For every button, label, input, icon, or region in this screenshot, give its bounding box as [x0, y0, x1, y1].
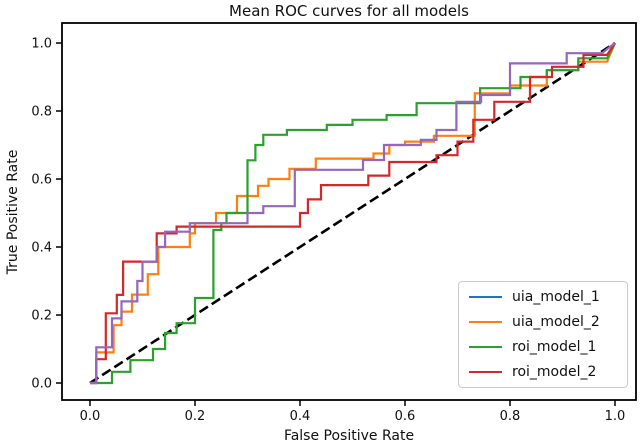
- legend-label: roi_model_1: [512, 339, 597, 356]
- legend-item-roi-model-2: roi_model_2: [459, 360, 627, 385]
- roc-curve-uia_model_1: [90, 42, 616, 385]
- chart-title: Mean ROC curves for all models: [229, 2, 469, 20]
- x-tick-label: 0.4: [290, 409, 311, 424]
- legend-line-swatch-blue: [469, 295, 502, 298]
- legend-item-uia-model-1: uia_model_1: [459, 284, 627, 309]
- y-tick-label: 0.6: [31, 173, 52, 188]
- x-axis-label: False Positive Rate: [283, 428, 415, 444]
- x-tick-label: 0.6: [395, 409, 416, 424]
- y-tick-label: 0.4: [31, 241, 52, 256]
- legend-line-swatch-green: [469, 346, 502, 349]
- roc-curve-uia_model_2: [90, 42, 617, 385]
- legend-label: uia_model_1: [512, 288, 600, 305]
- y-tick-label: 0.2: [31, 309, 52, 324]
- legend-label: roi_model_2: [512, 364, 597, 381]
- legend-line-swatch-red: [469, 371, 502, 374]
- legend-item-uia-model-2: uia_model_2: [459, 309, 627, 334]
- legend-line-swatch-orange: [469, 320, 502, 323]
- roc-curve-roi_model_1: [90, 42, 616, 385]
- x-tick-label: 1.0: [605, 409, 626, 424]
- y-tick-label: 0.0: [31, 377, 52, 392]
- y-axis-label: True Positive Rate: [5, 149, 21, 275]
- legend-label: uia_model_2: [512, 313, 600, 330]
- y-tick-label: 0.8: [31, 105, 52, 120]
- legend-box: uia_model_1 uia_model_2 roi_model_1 roi_…: [458, 281, 628, 388]
- x-tick-label: 0.2: [185, 409, 206, 424]
- x-tick-label: 0.8: [500, 409, 521, 424]
- legend-item-roi-model-1: roi_model_1: [459, 335, 627, 360]
- roc-curve-roi_model_2: [90, 42, 616, 385]
- y-tick-label: 1.0: [31, 37, 52, 52]
- x-tick-label: 0.0: [80, 409, 101, 424]
